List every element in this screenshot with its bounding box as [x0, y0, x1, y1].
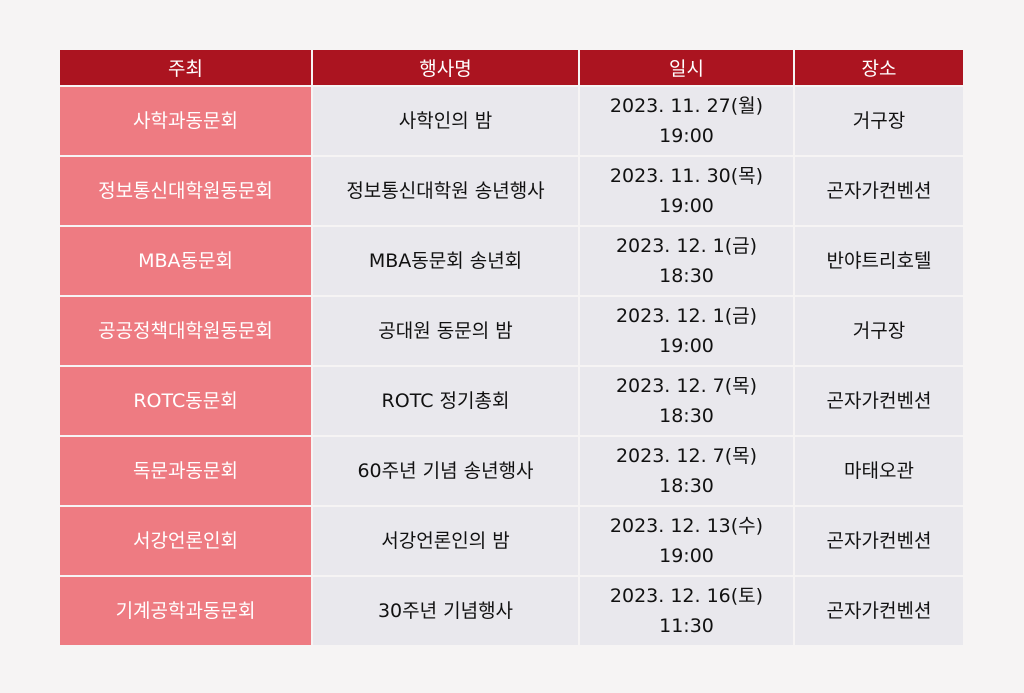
table-row: 공공정책대학원동문회 공대원 동문의 밤 2023. 12. 1(금) 19:00 거구…	[60, 297, 963, 365]
host-cell: 정보통신대학원동문회	[60, 157, 311, 225]
time-text: 19:00	[659, 545, 714, 567]
date-text: 2023. 12. 7(목)	[615, 375, 758, 397]
event-cell: 60주년 기념 송년행사	[313, 437, 578, 505]
event-table: 주최 행사명 일시 장소 사학과동문회 사학인의 밤 2023. 11. 27(월)…	[58, 48, 965, 647]
event-cell: MBA동문회 송년회	[313, 227, 578, 295]
datetime-cell: 2023. 12. 13(수) 19:00	[580, 507, 793, 575]
table-row: 사학과동문회 사학인의 밤 2023. 11. 27(월) 19:00 거구장	[60, 87, 963, 155]
header-event: 행사명	[313, 50, 578, 85]
datetime-cell: 2023. 11. 30(목) 19:00	[580, 157, 793, 225]
date-text: 2023. 12. 1(금)	[615, 305, 758, 327]
event-cell: 공대원 동문의 밤	[313, 297, 578, 365]
event-cell: ROTC 정기총회	[313, 367, 578, 435]
datetime-cell: 2023. 12. 7(목) 18:30	[580, 367, 793, 435]
place-cell: 거구장	[795, 297, 963, 365]
host-cell: 공공정책대학원동문회	[60, 297, 311, 365]
table-row: MBA동문회 MBA동문회 송년회 2023. 12. 1(금) 18:30 반야트리호…	[60, 227, 963, 295]
place-cell: 마태오관	[795, 437, 963, 505]
time-text: 11:30	[659, 615, 714, 637]
place-cell: 반야트리호텔	[795, 227, 963, 295]
datetime-cell: 2023. 11. 27(월) 19:00	[580, 87, 793, 155]
event-cell: 서강언론인의 밤	[313, 507, 578, 575]
datetime-cell: 2023. 12. 7(목) 18:30	[580, 437, 793, 505]
time-text: 18:30	[659, 405, 714, 427]
host-cell: MBA동문회	[60, 227, 311, 295]
host-cell: 사학과동문회	[60, 87, 311, 155]
event-cell: 사학인의 밤	[313, 87, 578, 155]
host-cell: 서강언론인회	[60, 507, 311, 575]
time-text: 18:30	[659, 265, 714, 287]
header-host: 주최	[60, 50, 311, 85]
place-cell: 곤자가컨벤션	[795, 507, 963, 575]
place-cell: 곤자가컨벤션	[795, 367, 963, 435]
event-cell: 30주년 기념행사	[313, 577, 578, 645]
time-text: 18:30	[659, 475, 714, 497]
time-text: 19:00	[659, 125, 714, 147]
event-cell: 정보통신대학원 송년행사	[313, 157, 578, 225]
table-row: 서강언론인회 서강언론인의 밤 2023. 12. 13(수) 19:00 곤자가컨벤션	[60, 507, 963, 575]
date-text: 2023. 12. 16(토)	[609, 585, 764, 607]
place-cell: 곤자가컨벤션	[795, 577, 963, 645]
table-row: 독문과동문회 60주년 기념 송년행사 2023. 12. 7(목) 18:30 마태오…	[60, 437, 963, 505]
datetime-cell: 2023. 12. 1(금) 18:30	[580, 227, 793, 295]
date-text: 2023. 11. 27(월)	[609, 95, 764, 117]
header-datetime: 일시	[580, 50, 793, 85]
host-cell: ROTC동문회	[60, 367, 311, 435]
header-row: 주최 행사명 일시 장소	[60, 50, 963, 85]
date-text: 2023. 12. 1(금)	[615, 235, 758, 257]
place-cell: 거구장	[795, 87, 963, 155]
table-row: 정보통신대학원동문회 정보통신대학원 송년행사 2023. 11. 30(목) 19:…	[60, 157, 963, 225]
header-place: 장소	[795, 50, 963, 85]
time-text: 19:00	[659, 195, 714, 217]
datetime-cell: 2023. 12. 16(토) 11:30	[580, 577, 793, 645]
time-text: 19:00	[659, 335, 714, 357]
place-cell: 곤자가컨벤션	[795, 157, 963, 225]
table-row: ROTC동문회 ROTC 정기총회 2023. 12. 7(목) 18:30 곤자가컨벤…	[60, 367, 963, 435]
host-cell: 기계공학과동문회	[60, 577, 311, 645]
date-text: 2023. 12. 7(목)	[615, 445, 758, 467]
table-row: 기계공학과동문회 30주년 기념행사 2023. 12. 16(토) 11:30 곤자가…	[60, 577, 963, 645]
datetime-cell: 2023. 12. 1(금) 19:00	[580, 297, 793, 365]
date-text: 2023. 12. 13(수)	[609, 515, 764, 537]
date-text: 2023. 11. 30(목)	[609, 165, 764, 187]
host-cell: 독문과동문회	[60, 437, 311, 505]
